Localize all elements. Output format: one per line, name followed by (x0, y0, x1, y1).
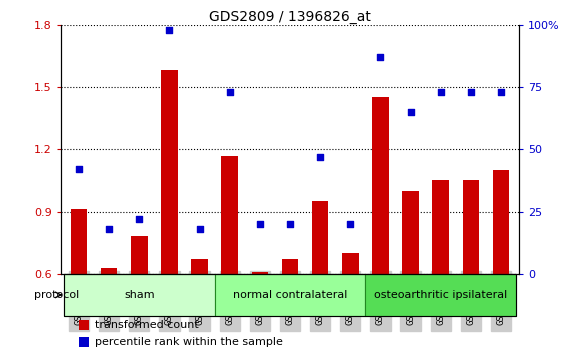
Point (74, 166, 84, 172)
Bar (79, 337, 89, 347)
Text: transformed count: transformed count (95, 320, 199, 330)
Bar (312, 201, 328, 274)
Bar (433, 181, 449, 274)
Title: GDS2809 / 1396826_at: GDS2809 / 1396826_at (209, 10, 371, 24)
Point (195, 226, 204, 232)
Point (406, 109, 415, 115)
Point (285, 221, 295, 227)
Text: percentile rank within the sample: percentile rank within the sample (95, 337, 283, 347)
Text: normal contralateral: normal contralateral (233, 290, 347, 300)
Bar (101, 268, 117, 274)
Bar (161, 70, 177, 274)
Text: sham: sham (124, 290, 155, 300)
Text: protocol: protocol (34, 290, 79, 300)
Bar (191, 259, 208, 274)
Bar (64, 274, 215, 316)
Bar (215, 274, 365, 316)
Point (466, 89, 476, 95)
Point (135, 216, 144, 222)
Bar (463, 181, 479, 274)
Point (316, 154, 325, 160)
Bar (222, 155, 238, 274)
Point (346, 221, 355, 227)
Bar (365, 274, 516, 316)
Bar (493, 170, 509, 274)
Point (104, 226, 114, 232)
Point (255, 221, 264, 227)
Bar (372, 97, 389, 274)
Bar (282, 259, 298, 274)
Bar (252, 272, 268, 274)
Bar (403, 191, 419, 274)
Bar (131, 236, 147, 274)
Point (165, 27, 174, 33)
Bar (79, 320, 89, 331)
Point (225, 89, 234, 95)
Bar (71, 210, 87, 274)
Bar (342, 253, 358, 274)
Point (436, 89, 445, 95)
Point (496, 89, 506, 95)
Point (376, 54, 385, 60)
Text: osteoarthritic ipsilateral: osteoarthritic ipsilateral (374, 290, 508, 300)
